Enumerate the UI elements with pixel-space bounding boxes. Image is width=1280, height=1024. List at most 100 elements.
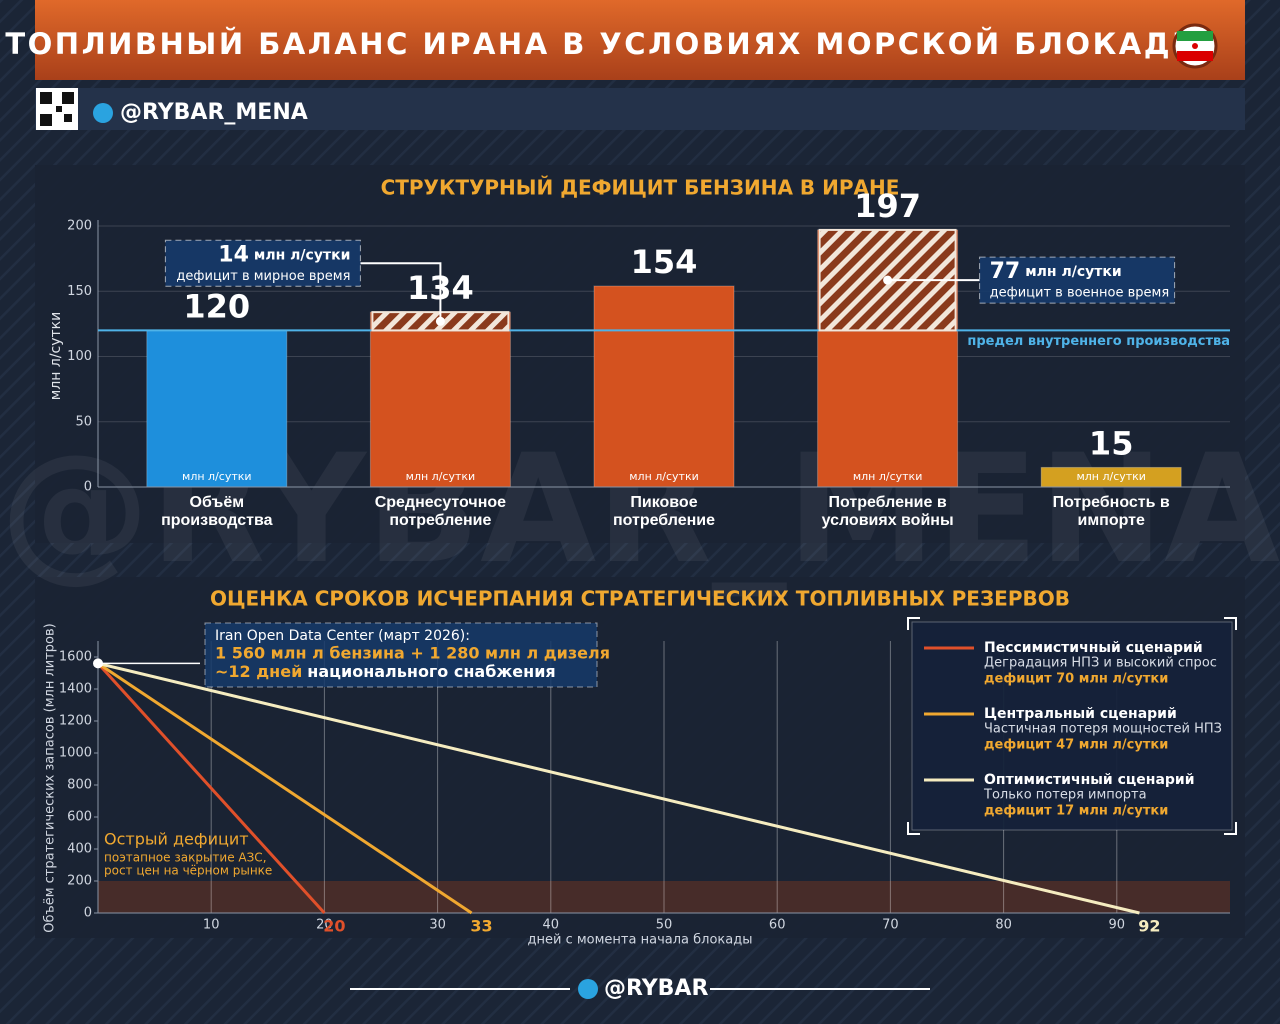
y-tick-label: 1000 — [59, 746, 92, 761]
legend-name: Оптимистичный сценарий — [984, 772, 1195, 788]
legend-corner — [907, 822, 920, 835]
series-line — [97, 661, 1140, 915]
callout-days: ~12 дней национального снабжения — [215, 662, 556, 681]
y-tick-label: 50 — [75, 414, 92, 429]
footer-handle: @RYBAR — [604, 976, 708, 1001]
x-tick-label: 90 — [1109, 918, 1126, 933]
value-label: 154 — [631, 243, 698, 281]
x-tick-label: 20 — [316, 918, 333, 933]
y-tick-label: 1600 — [59, 650, 92, 665]
y-tick-label: 150 — [67, 284, 92, 299]
legend-description: Деградация НПЗ и высокий спрос — [984, 656, 1217, 671]
category-label: Потребление в условиях войны — [821, 494, 954, 529]
value-label: 15 — [1089, 424, 1134, 462]
bar — [369, 311, 511, 488]
x-axis-label: дней с момента начала блокады — [528, 933, 753, 948]
zone-title: Острый дефицит — [104, 830, 249, 849]
x-tick-label: 80 — [995, 918, 1012, 933]
callout-label: дефицит в мирное время — [176, 269, 350, 284]
callout-value: 77 млн л/сутки — [990, 259, 1122, 284]
category-label: Пиковое потребление — [612, 494, 716, 529]
x-tick-label: 60 — [769, 918, 786, 933]
category-label: Среднесуточное потребление — [374, 494, 507, 529]
channel-handle: @RYBAR_MENA — [120, 100, 308, 125]
zone-text: рост цен на чёрном рынке — [104, 864, 272, 878]
callout-unit: млн л/сутки — [254, 247, 350, 263]
callout-box — [204, 622, 598, 688]
category-label: Объём производства — [161, 494, 273, 529]
legend-name: Пессимистичный сценарий — [984, 640, 1203, 656]
value-label: 120 — [183, 287, 250, 325]
legend-note: дефицит 17 млн л/сутки — [984, 804, 1168, 819]
chart-title: ОЦЕНКА СРОКОВ ИСЧЕРПАНИЯ СТРАТЕГИЧЕСКИХ … — [210, 587, 1070, 611]
y-tick-label: 800 — [67, 778, 92, 793]
y-axis-label: млн л/сутки — [48, 312, 64, 400]
category-label: Потребность в импорте — [1052, 494, 1170, 529]
value-unit: млн л/сутки — [853, 470, 923, 483]
y-tick-label: 1200 — [59, 714, 92, 729]
legend-name: Центральный сценарий — [984, 706, 1177, 722]
callout-value: 14 млн л/сутки — [218, 242, 350, 267]
start-point — [93, 658, 103, 669]
legend-corner — [907, 617, 920, 630]
page-title: ТОПЛИВНЫЙ БАЛАНС ИРАНА В УСЛОВИЯХ МОРСКО… — [5, 27, 1204, 61]
callout-stock: 1 560 млн л бензина + 1 280 млн л дизеля — [215, 644, 610, 663]
y-tick-label: 200 — [67, 219, 92, 234]
value-label: 197 — [854, 187, 921, 225]
reference-label: предел внутреннего производства — [967, 334, 1230, 349]
y-tick-label: 400 — [67, 842, 92, 857]
y-tick-label: 200 — [67, 874, 92, 889]
callout-dot — [883, 275, 893, 285]
callout: Iran Open Data Center (март 2026):1 560 … — [98, 622, 610, 688]
legend-description: Частичная потеря мощностей НПЗ — [984, 722, 1222, 737]
flag-icon — [1172, 23, 1218, 69]
telegram-icon — [93, 103, 113, 123]
end-label: 33 — [470, 917, 492, 936]
legend-box — [911, 621, 1233, 831]
x-tick-label: 10 — [203, 918, 220, 933]
x-tick-label: 70 — [882, 918, 899, 933]
value-unit: млн л/сутки — [182, 470, 252, 483]
series-line — [97, 662, 473, 915]
legend-description: Только потеря импорта — [983, 788, 1147, 803]
callout-days-value: ~12 дней — [215, 662, 302, 681]
telegram-icon — [578, 979, 598, 999]
header-band — [35, 0, 1245, 80]
callout-box — [979, 256, 1176, 304]
y-tick-label: 0 — [84, 480, 92, 495]
zone-band — [98, 881, 1230, 913]
chart-title: СТРУКТУРНЫЙ ДЕФИЦИТ БЕНЗИНА В ИРАНЕ — [381, 176, 900, 200]
legend-corner — [1224, 822, 1237, 835]
x-tick-label: 40 — [543, 918, 560, 933]
y-tick-label: 100 — [67, 349, 92, 364]
y-tick-label: 0 — [84, 906, 92, 921]
series-line — [96, 662, 326, 915]
callout-label: дефицит в военное время — [990, 286, 1170, 301]
x-tick-label: 30 — [429, 918, 446, 933]
bar — [593, 285, 735, 488]
value-unit: млн л/сутки — [629, 470, 699, 483]
subheader-band — [35, 88, 1245, 130]
callout-number: 14 — [218, 242, 249, 267]
callout-dot — [435, 316, 445, 326]
end-label: 92 — [1138, 917, 1160, 936]
callout-number: 77 — [990, 259, 1021, 284]
callout-source: Iran Open Data Center (март 2026): — [215, 628, 470, 644]
legend-corner — [1224, 617, 1237, 630]
legend-note: дефицит 70 млн л/сутки — [984, 672, 1168, 687]
callout-leader — [360, 262, 442, 322]
qr-code — [36, 88, 78, 130]
y-tick-label: 600 — [67, 810, 92, 825]
y-axis-label: Объём стратегических запасов (млн литров… — [43, 623, 58, 932]
legend-note: дефицит 47 млн л/сутки — [984, 738, 1168, 753]
end-label: 20 — [323, 917, 345, 936]
callout-days-text: национального снабжения — [307, 662, 555, 681]
value-unit: млн л/сутки — [406, 470, 476, 483]
callout-box — [164, 239, 361, 287]
y-tick-label: 1400 — [59, 682, 92, 697]
x-tick-label: 50 — [656, 918, 673, 933]
value-unit: млн л/сутки — [1076, 470, 1146, 483]
